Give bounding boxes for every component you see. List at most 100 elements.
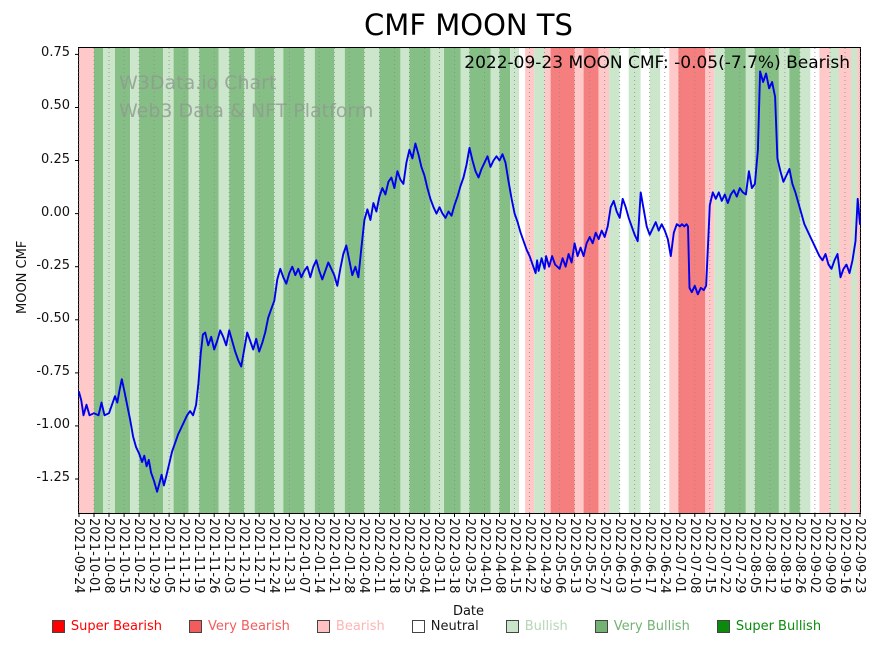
signal-band-neutral bbox=[619, 48, 629, 513]
x-tick-label: 2022-03-25 bbox=[461, 518, 477, 594]
x-tick-label: 2022-07-29 bbox=[731, 518, 747, 594]
legend-label: Super Bearish bbox=[70, 619, 162, 634]
legend-label: Very Bearish bbox=[208, 619, 290, 634]
legend-item-super-bullish: Super Bullish bbox=[716, 619, 822, 634]
x-tick-label: 2022-04-22 bbox=[521, 518, 537, 594]
legend-swatch bbox=[316, 620, 330, 633]
signal-band-bullish bbox=[851, 48, 857, 513]
legend-label: Neutral bbox=[430, 619, 479, 634]
annotation-text: 2022-09-23 MOON CMF: -0.05(-7.7%) Bearis… bbox=[464, 53, 850, 73]
x-tick-label: 2022-01-14 bbox=[311, 518, 327, 594]
x-axis-title: Date bbox=[452, 604, 485, 619]
x-tick-label: 2022-04-15 bbox=[506, 518, 522, 594]
y-tick-label: -0.25 bbox=[36, 257, 70, 273]
x-tick-label: 2022-09-16 bbox=[836, 518, 852, 594]
y-axis-title: MOON CMF bbox=[15, 240, 30, 314]
signal-band-very_bearish bbox=[583, 48, 599, 513]
x-tick-label: 2021-10-01 bbox=[86, 518, 102, 594]
y-tick-label: 0.00 bbox=[41, 204, 70, 220]
x-tick-label: 2021-11-12 bbox=[176, 518, 192, 594]
legend-item-very-bullish: Very Bullish bbox=[594, 619, 690, 634]
x-tick-label: 2021-10-15 bbox=[116, 518, 132, 594]
legend-swatch bbox=[411, 620, 425, 633]
x-tick-label: 2022-09-02 bbox=[806, 518, 822, 594]
signal-band-very_bullish bbox=[115, 48, 130, 513]
x-tick-label: 2022-04-01 bbox=[476, 518, 492, 594]
x-tick-label: 2022-08-05 bbox=[746, 518, 762, 594]
signal-band-bearish bbox=[819, 48, 830, 513]
signal-band-bearish bbox=[598, 48, 610, 513]
signal-band-bullish bbox=[490, 48, 500, 513]
signal-band-very_bullish bbox=[94, 48, 103, 513]
signal-band-very_bullish bbox=[789, 48, 800, 513]
x-tick-label: 2022-09-23 bbox=[852, 518, 867, 594]
signal-band-very_bullish bbox=[344, 48, 365, 513]
x-tick-label: 2022-06-24 bbox=[656, 518, 672, 594]
x-tick-label: 2021-11-05 bbox=[161, 518, 177, 594]
signal-band-very_bullish bbox=[469, 48, 491, 513]
x-tick-label: 2022-08-12 bbox=[761, 518, 777, 594]
signal-band-bullish bbox=[799, 48, 811, 513]
signal-band-very_bearish bbox=[550, 48, 575, 513]
x-tick-label: 2022-06-03 bbox=[611, 518, 627, 594]
signal-band-very_bullish bbox=[139, 48, 164, 513]
signal-band-very_bullish bbox=[444, 48, 461, 513]
legend-label: Super Bullish bbox=[735, 619, 822, 634]
x-tick-label: 2022-03-18 bbox=[446, 518, 462, 594]
x-tick-label: 2022-03-11 bbox=[431, 518, 447, 594]
x-tick-label: 2022-09-09 bbox=[821, 518, 837, 594]
signal-band-very_bullish bbox=[283, 48, 305, 513]
signal-band-bullish bbox=[163, 48, 174, 513]
x-tick-label: 2022-02-18 bbox=[386, 518, 402, 594]
x-tick-label: 2022-07-15 bbox=[701, 518, 717, 594]
legend-swatch bbox=[51, 620, 65, 633]
legend-item-neutral: Neutral bbox=[411, 619, 479, 634]
legend-swatch bbox=[716, 620, 730, 633]
x-tick-label: 2022-05-27 bbox=[596, 518, 612, 594]
signal-band-very_bullish bbox=[724, 48, 746, 513]
x-tick-label: 2022-04-08 bbox=[491, 518, 507, 594]
legend-label: Bearish bbox=[335, 619, 385, 634]
x-tick-label: 2022-06-17 bbox=[641, 518, 657, 594]
x-tick-label: 2021-10-29 bbox=[146, 518, 162, 594]
x-tick-label: 2021-12-31 bbox=[281, 518, 297, 594]
legend-label: Bullish bbox=[524, 619, 568, 634]
x-tick-label: 2021-12-10 bbox=[236, 518, 252, 594]
signal-band-bullish bbox=[304, 48, 315, 513]
plot-area: W3Data.io Chart Web3 Data & NFT Platform… bbox=[75, 47, 861, 517]
x-tick-label: 2022-01-28 bbox=[341, 518, 357, 594]
signal-band-bullish bbox=[778, 48, 790, 513]
y-tick-label: 0.50 bbox=[41, 98, 70, 114]
signal-band-very_bullish bbox=[379, 48, 401, 513]
y-tick-label: -1.25 bbox=[36, 470, 70, 486]
signal-band-bullish bbox=[649, 48, 661, 513]
y-tick-label: 0.25 bbox=[41, 151, 70, 167]
signal-band-very_bullish bbox=[173, 48, 189, 513]
signal-band-bearish bbox=[544, 48, 551, 513]
legend: Super Bearish Very Bearish Bearish Neutral B… bbox=[0, 619, 873, 634]
x-tick-label: 2021-11-19 bbox=[191, 518, 207, 594]
x-tick-label: 2021-12-24 bbox=[266, 518, 282, 594]
x-tick-label: 2021-09-24 bbox=[71, 518, 86, 594]
y-tick-label: -0.75 bbox=[36, 363, 70, 379]
y-tick-label: -0.50 bbox=[36, 310, 70, 326]
signal-band-very_bearish bbox=[678, 48, 706, 513]
x-tick-label: 2022-04-29 bbox=[536, 518, 552, 594]
signal-band-very_bullish bbox=[254, 48, 275, 513]
x-tick-label: 2022-07-01 bbox=[671, 518, 687, 594]
x-tick-label: 2022-05-13 bbox=[566, 518, 582, 594]
y-tick-label: -1.00 bbox=[36, 416, 70, 432]
signal-band-bullish bbox=[244, 48, 255, 513]
x-tick-label: 2021-11-26 bbox=[206, 518, 222, 594]
x-tick-label: 2021-12-03 bbox=[221, 518, 237, 594]
signal-band-bullish bbox=[714, 48, 725, 513]
signal-band-very_bullish bbox=[199, 48, 219, 513]
signal-band-bearish bbox=[857, 48, 860, 513]
x-tick-label: 2022-05-20 bbox=[581, 518, 597, 594]
x-tick-label: 2022-02-25 bbox=[401, 518, 417, 594]
signal-band-bullish bbox=[130, 48, 140, 513]
signal-band-bullish bbox=[218, 48, 230, 513]
legend-item-super-bearish: Super Bearish bbox=[51, 619, 162, 634]
legend-label: Very Bullish bbox=[613, 619, 690, 634]
